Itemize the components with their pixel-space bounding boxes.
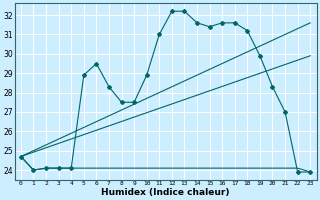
X-axis label: Humidex (Indice chaleur): Humidex (Indice chaleur) bbox=[101, 188, 230, 197]
